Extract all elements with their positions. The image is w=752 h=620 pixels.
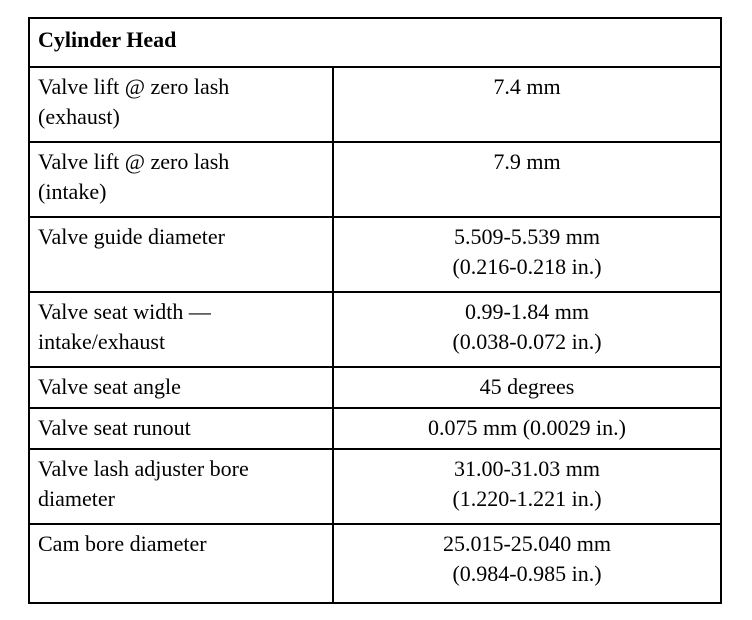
- spec-value: 45 degrees: [332, 366, 722, 409]
- spec-value-line: [342, 102, 712, 132]
- cylinder-head-spec-table: Cylinder Head Valve lift @ zero lash (exh…: [28, 17, 722, 604]
- spec-value-line: 0.99-1.84 mm: [464, 299, 590, 324]
- spec-value: 5.509-5.539 mm (0.216-0.218 in.): [332, 216, 722, 293]
- spec-label: Valve seat angle: [28, 366, 334, 409]
- spec-value-line: 7.4 mm: [493, 74, 561, 99]
- spec-label: Valve guide diameter: [28, 216, 334, 293]
- spec-value-line: [342, 177, 712, 207]
- spec-value-line: 25.015-25.040 mm: [442, 531, 612, 556]
- table-row: Valve guide diameter 5.509-5.539 mm (0.21…: [28, 216, 722, 293]
- spec-value-line: (0.984-0.985 in.): [452, 561, 602, 586]
- spec-value: 0.075 mm (0.0029 in.): [332, 407, 722, 450]
- spec-label: Valve seat runout: [28, 407, 334, 450]
- spec-value: 0.99-1.84 mm (0.038-0.072 in.): [332, 291, 722, 368]
- table-title: Cylinder Head: [28, 17, 722, 68]
- spec-label-line: [38, 559, 324, 589]
- spec-label-line: Valve guide diameter: [38, 224, 225, 249]
- spec-value-line: (0.038-0.072 in.): [452, 329, 602, 354]
- spec-label-line: Valve seat runout: [38, 415, 191, 440]
- spec-label-line: Valve lash adjuster bore: [38, 456, 249, 481]
- spec-value-line: 31.00-31.03 mm: [453, 456, 601, 481]
- spec-value: 7.9 mm: [332, 141, 722, 218]
- spec-value-line: 5.509-5.539 mm: [453, 224, 601, 249]
- spec-label-line: Valve lift @ zero lash: [38, 74, 230, 99]
- spec-value-line: (1.220-1.221 in.): [452, 486, 602, 511]
- table-row: Valve lash adjuster bore diameter 31.00-31…: [28, 448, 722, 525]
- table-row: Valve seat angle 45 degrees: [28, 366, 722, 409]
- spec-value: 31.00-31.03 mm (1.220-1.221 in.): [332, 448, 722, 525]
- spec-label: Valve lift @ zero lash (exhaust): [28, 66, 334, 143]
- spec-label: Valve seat width — intake/exhaust: [28, 291, 334, 368]
- spec-label: Valve lash adjuster bore diameter: [28, 448, 334, 525]
- spec-value: 7.4 mm: [332, 66, 722, 143]
- table-row: Valve lift @ zero lash (exhaust) 7.4 mm: [28, 66, 722, 143]
- spec-label-line: (intake): [38, 179, 107, 204]
- spec-label-line: Valve seat angle: [38, 374, 181, 399]
- spec-label-line: diameter: [38, 486, 115, 511]
- spec-label-line: Cam bore diameter: [38, 531, 207, 556]
- table-header-row: Cylinder Head: [28, 17, 722, 68]
- spec-value-line: 0.075 mm (0.0029 in.): [428, 415, 626, 440]
- spec-value-line: (0.216-0.218 in.): [452, 254, 602, 279]
- spec-label-line: Valve seat width —: [38, 299, 211, 324]
- table-row: Valve seat width — intake/exhaust 0.99-1.8…: [28, 291, 722, 368]
- spec-value-line: 7.9 mm: [493, 149, 561, 174]
- table-row: Valve seat runout 0.075 mm (0.0029 in.): [28, 407, 722, 450]
- spec-label-line: intake/exhaust: [38, 329, 166, 354]
- spec-label: Valve lift @ zero lash (intake): [28, 141, 334, 218]
- table-row: Valve lift @ zero lash (intake) 7.9 mm: [28, 141, 722, 218]
- table-row: Cam bore diameter 25.015-25.040 mm (0.984…: [28, 523, 722, 604]
- spec-label: Cam bore diameter: [28, 523, 334, 604]
- spec-value-line: 45 degrees: [479, 374, 575, 399]
- spec-label-line: (exhaust): [38, 104, 120, 129]
- spec-value: 25.015-25.040 mm (0.984-0.985 in.): [332, 523, 722, 604]
- spec-label-line: Valve lift @ zero lash: [38, 149, 230, 174]
- spec-label-line: [38, 252, 324, 282]
